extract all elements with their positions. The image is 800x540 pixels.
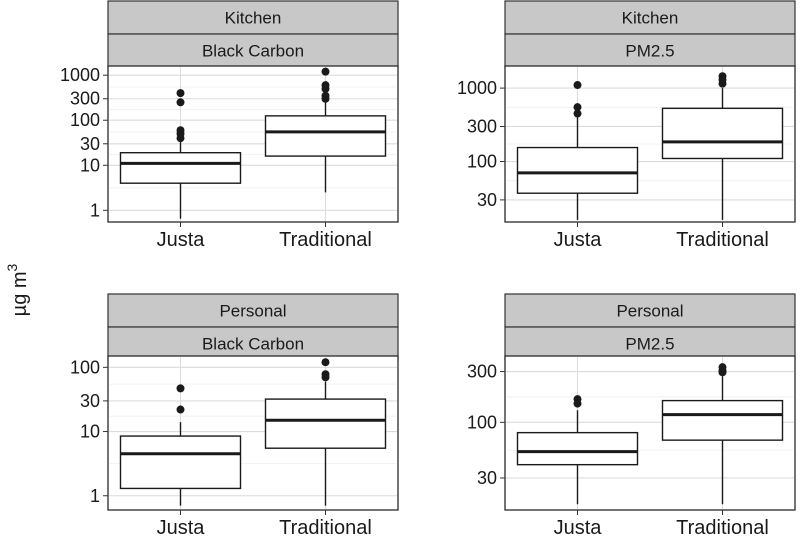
x-tick-label: Traditional xyxy=(676,229,769,251)
outlier-point xyxy=(321,67,330,76)
x-tick-label: Justa xyxy=(157,229,206,251)
plot-panel-border xyxy=(107,355,399,511)
facet-strip-bottom xyxy=(107,33,399,68)
y-tick-label: 100 xyxy=(70,110,100,130)
outlier-point xyxy=(321,81,330,90)
outlier-point xyxy=(321,358,330,367)
y-tick-label: 100 xyxy=(467,152,497,172)
facet-strip-top-label: Personal xyxy=(616,302,683,321)
outlier-point xyxy=(718,363,727,372)
outlier-point xyxy=(176,126,185,135)
facet-strip-bottom xyxy=(504,326,796,361)
iqr-box xyxy=(264,115,387,157)
boxplot-justa xyxy=(119,89,242,219)
facet-panel: Kitchen PM2.5 30 100 300 1000 Justa Traditional xyxy=(457,0,796,251)
outlier-point xyxy=(718,72,727,81)
outlier-point xyxy=(573,81,582,90)
y-axis-label: µg m3 xyxy=(4,263,31,316)
facet-strip-top xyxy=(504,0,796,35)
facet-strip-top xyxy=(504,293,796,328)
facet-strip-top-label: Kitchen xyxy=(622,9,679,28)
y-tick-label: 300 xyxy=(467,116,497,136)
facet-strip-top-label: Personal xyxy=(219,302,286,321)
boxplot-justa xyxy=(119,384,242,506)
facet-panel: Personal Black Carbon 1 10 30 100 Justa Traditi… xyxy=(70,293,399,539)
outlier-point xyxy=(321,91,330,100)
y-tick-label: 100 xyxy=(467,412,497,432)
x-tick-label: Justa xyxy=(554,517,603,539)
y-tick-label: 1 xyxy=(90,486,100,506)
iqr-box xyxy=(661,107,784,160)
plot-panel-border xyxy=(107,65,399,223)
plot-panel-border xyxy=(504,355,796,511)
outlier-point xyxy=(176,384,185,393)
facet-strip-top xyxy=(107,293,399,328)
iqr-box xyxy=(516,146,639,194)
iqr-box xyxy=(119,435,242,490)
outlier-point xyxy=(176,98,185,107)
x-tick-label: Traditional xyxy=(279,229,372,251)
outlier-point xyxy=(176,89,185,98)
y-tick-label: 1000 xyxy=(60,65,100,85)
outlier-point xyxy=(573,109,582,118)
x-tick-label: Justa xyxy=(157,517,206,539)
facet-strip-bottom-label: Black Carbon xyxy=(202,42,304,61)
boxplot-traditional xyxy=(264,67,387,193)
facet-strip-top-label: Kitchen xyxy=(225,9,282,28)
iqr-box xyxy=(264,398,387,449)
iqr-box xyxy=(119,152,242,184)
y-tick-label: 100 xyxy=(70,357,100,377)
boxplot-traditional xyxy=(661,72,784,220)
y-axis-label-text: µg m xyxy=(9,271,31,316)
y-tick-label: 30 xyxy=(80,391,100,411)
facet-strip-bottom-label: PM2.5 xyxy=(625,335,674,354)
outlier-point xyxy=(176,405,185,414)
outlier-point xyxy=(573,395,582,404)
boxplot-justa xyxy=(516,395,639,505)
iqr-box xyxy=(516,431,639,466)
y-tick-label: 10 xyxy=(80,155,100,175)
facet-panel: Personal PM2.5 30 100 300 Justa Traditional xyxy=(467,293,796,539)
facet-strip-bottom-label: Black Carbon xyxy=(202,335,304,354)
y-tick-label: 30 xyxy=(80,134,100,154)
y-tick-label: 30 xyxy=(477,468,497,488)
y-tick-label: 1 xyxy=(90,200,100,220)
y-axis-label-superscript: 3 xyxy=(4,263,20,271)
y-tick-label: 300 xyxy=(467,362,497,382)
outlier-point xyxy=(321,370,330,379)
x-tick-label: Traditional xyxy=(279,517,372,539)
x-tick-label: Traditional xyxy=(676,517,769,539)
boxplot-traditional xyxy=(661,363,784,505)
facet-strip-bottom xyxy=(504,33,796,68)
outlier-point xyxy=(573,103,582,112)
facet-strip-bottom-label: PM2.5 xyxy=(625,42,674,61)
plot-panel-border xyxy=(504,65,796,223)
iqr-box xyxy=(661,399,784,441)
y-tick-label: 1000 xyxy=(457,78,497,98)
y-tick-label: 10 xyxy=(80,422,100,442)
boxplot-traditional xyxy=(264,358,387,506)
y-tick-label: 300 xyxy=(70,89,100,109)
y-tick-label: 30 xyxy=(477,190,497,210)
boxplot-justa xyxy=(516,81,639,220)
x-tick-label: Justa xyxy=(554,229,603,251)
facet-strip-top xyxy=(107,0,399,35)
